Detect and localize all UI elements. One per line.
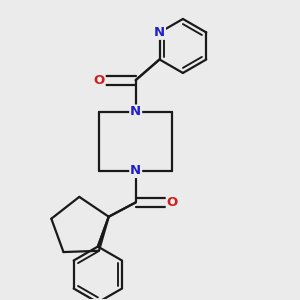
Text: N: N xyxy=(130,105,141,119)
Text: O: O xyxy=(94,74,105,87)
Text: O: O xyxy=(167,196,178,209)
Text: N: N xyxy=(130,164,141,177)
Text: N: N xyxy=(154,26,165,39)
